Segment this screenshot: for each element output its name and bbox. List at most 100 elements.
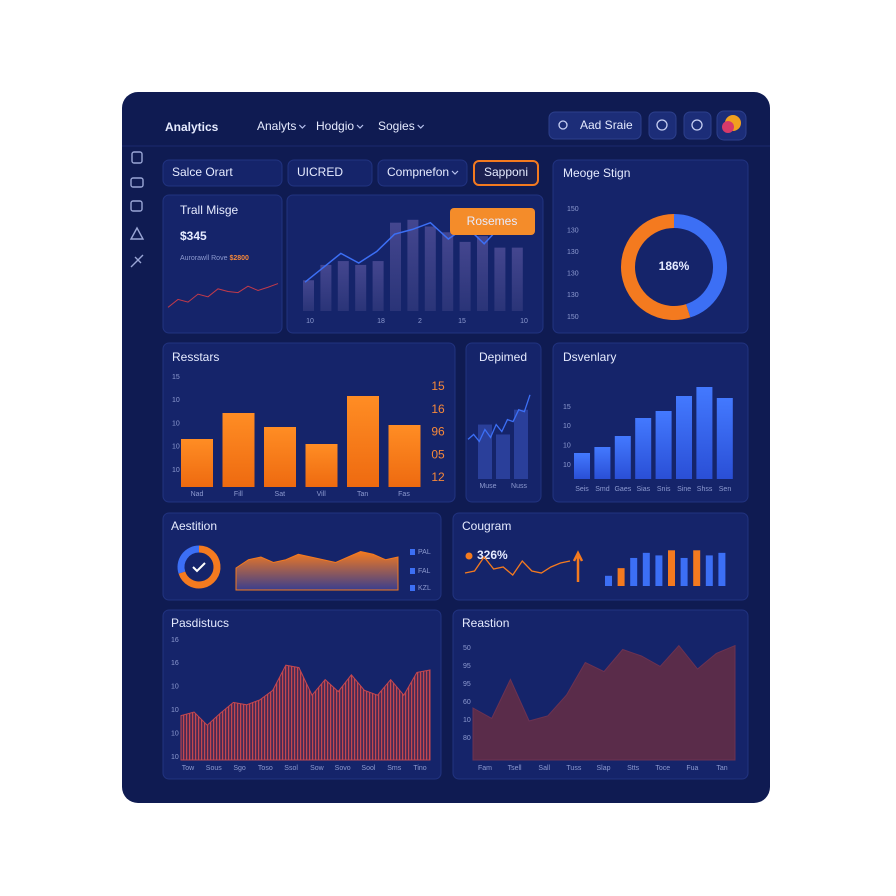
legend-label: PAL — [418, 549, 431, 556]
x-tick-label: Vill — [317, 491, 327, 498]
trend-line — [167, 283, 279, 308]
nav-item[interactable]: Hodgio — [316, 119, 354, 133]
x-tick-label: 18 — [377, 318, 385, 325]
bar — [494, 247, 506, 311]
y-tick-label: 10 — [171, 730, 179, 737]
bar — [355, 264, 367, 311]
bar — [303, 280, 314, 311]
y-tick-label: 150 — [567, 314, 579, 321]
y-tick-label: 10 — [172, 467, 180, 474]
card-title: Trall Misge — [180, 203, 239, 217]
nav-icon[interactable] — [130, 254, 144, 268]
x-tick-label: Slap — [596, 765, 610, 772]
card-caption: Aurorawll Rove — [180, 255, 228, 262]
bar — [442, 232, 454, 311]
bar — [630, 557, 638, 586]
x-tick-label: Sovo — [335, 765, 351, 772]
donut-segment — [178, 545, 221, 589]
bar — [696, 387, 713, 479]
action-button[interactable] — [473, 160, 539, 186]
bar — [477, 236, 488, 311]
x-tick-label: 2 — [418, 318, 422, 325]
y-tick-label: 10 — [172, 444, 180, 451]
y-tick-label: 10 — [563, 423, 571, 430]
line — [304, 221, 521, 283]
x-tick-label: Snis — [657, 486, 671, 493]
x-tick-label: Shss — [697, 486, 713, 493]
tab-label: Compnefon — [387, 165, 449, 179]
y-tick-label: 15 — [172, 374, 180, 381]
nav-item[interactable]: Analyts — [257, 119, 296, 133]
trend-arrow — [572, 550, 584, 582]
bar — [459, 241, 471, 311]
bar — [320, 264, 332, 311]
bar — [676, 396, 692, 479]
panel-title: Dsvenlary — [563, 350, 616, 364]
nav-icon[interactable] — [130, 200, 143, 212]
y-tick-label: 95 — [463, 663, 471, 670]
search-box[interactable] — [548, 111, 642, 140]
y-tick-label: 16 — [171, 660, 179, 667]
bar — [693, 550, 701, 586]
check-icon — [192, 562, 206, 573]
bar — [605, 575, 612, 586]
chevron — [298, 124, 306, 129]
x-tick-label: 15 — [458, 318, 466, 325]
button-label: Sapponi — [484, 165, 528, 179]
bar — [372, 261, 384, 311]
bar — [617, 568, 625, 586]
x-tick-label: Ssol — [284, 765, 298, 772]
bar — [716, 398, 733, 479]
icon-button[interactable] — [648, 111, 677, 140]
bar — [496, 434, 510, 479]
nav-icon[interactable] — [129, 226, 145, 240]
panel-title: Reastion — [462, 616, 509, 630]
x-tick-label: Smd — [595, 486, 610, 493]
bar — [337, 261, 349, 311]
x-tick-label: Sine — [677, 486, 691, 493]
y-tick-label: 16 — [171, 637, 179, 644]
y-tick-label: 50 — [463, 645, 471, 652]
bar — [390, 222, 401, 311]
bar — [264, 427, 296, 487]
y-tick-label: 10 — [171, 707, 179, 714]
y-tick-label: 10 — [563, 443, 571, 450]
card-value: $345 — [180, 229, 207, 243]
bar — [668, 550, 675, 586]
x-tick-label: Tsell — [508, 765, 522, 772]
x-tick-label: Tan — [357, 491, 368, 498]
y-tick-label: 130 — [567, 249, 579, 256]
bar — [388, 425, 421, 487]
chevron — [417, 124, 425, 129]
x-tick-label: Sen — [719, 486, 732, 493]
bar — [574, 453, 590, 479]
x-tick-label: Fua — [686, 765, 698, 772]
donut-segment — [177, 545, 200, 574]
nav-item[interactable]: Sogies — [378, 119, 415, 133]
y-tick-label: 05 — [431, 447, 445, 461]
bar — [407, 219, 419, 311]
gauge-value: 186% — [659, 259, 690, 273]
tab[interactable] — [162, 159, 283, 187]
tab[interactable] — [377, 159, 468, 187]
nav-icon[interactable] — [131, 151, 143, 164]
y-tick-label: 16 — [431, 402, 445, 416]
bar — [424, 226, 436, 311]
legend-swatch — [410, 549, 415, 555]
tab[interactable] — [287, 159, 373, 187]
nav-icon[interactable] — [130, 177, 144, 188]
app-title: Analytics — [165, 120, 219, 134]
area — [472, 644, 736, 761]
panel-title: Meoge Stign — [563, 166, 630, 180]
tooltip — [450, 208, 535, 235]
bar — [705, 555, 713, 586]
x-tick-label: 10 — [520, 318, 528, 325]
icon-button[interactable] — [683, 111, 712, 140]
panel-title: Resstars — [172, 350, 219, 364]
x-tick-label: Sow — [310, 765, 325, 772]
panel-title: Aestition — [171, 519, 217, 533]
bar — [347, 396, 379, 487]
x-tick-label: Sgo — [233, 765, 246, 772]
sidebar — [129, 151, 145, 268]
